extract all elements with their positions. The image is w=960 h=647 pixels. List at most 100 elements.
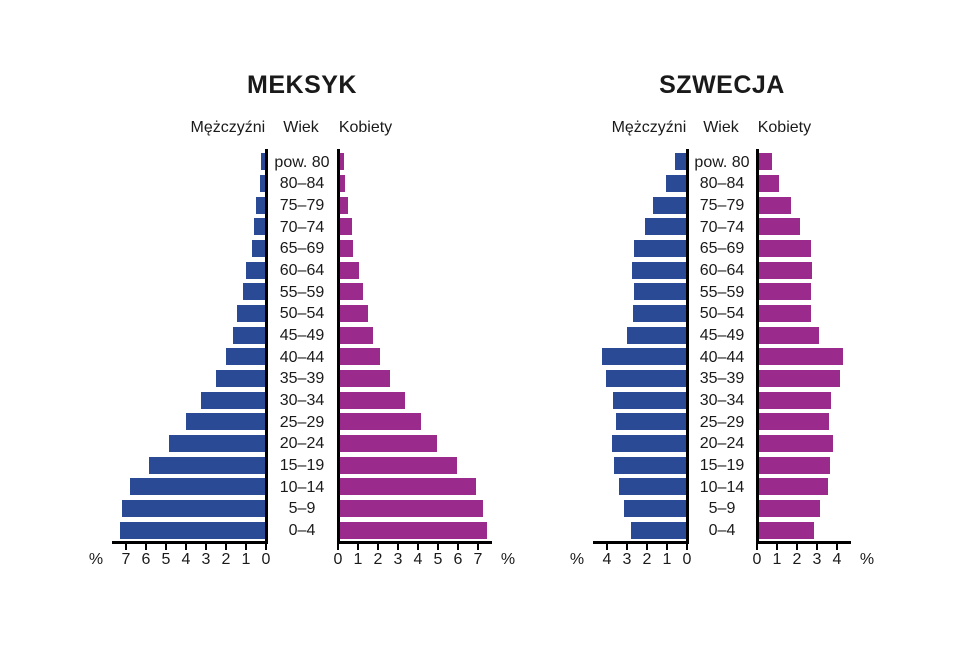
age-group-label: 60–64 [279,261,325,279]
male-axis-tick [646,544,648,550]
bar-female-65–69 [338,238,354,259]
bar-female-pow. 80 [757,152,773,172]
pyramid-plot-mexico: pow. 80 80–84 75–79 70–74 65–69 60–64 55–59 50–… [89,149,515,576]
bar-female-15–19 [338,455,458,475]
male-baseline-axis [593,541,689,544]
bar-female-15–19 [757,455,831,475]
age-group-label: 50–54 [699,305,745,323]
female-zero-axis [336,149,340,543]
female-axis-tick-label: 4 [413,551,423,568]
bar-male-60–64 [631,260,687,280]
female-axis-tick-label: 2 [373,551,383,568]
female-axis-tick [796,544,798,550]
male-axis-tick-label: 4 [181,551,191,568]
age-group-label: 0–4 [708,521,736,539]
bar-female-20–24 [757,433,834,454]
male-axis-tick [205,544,207,550]
bar-male-15–19 [148,455,266,475]
male-axis-tick-label: 1 [241,551,251,568]
bar-female-10–14 [338,477,477,497]
bar-male-75–79 [652,195,687,215]
bar-female-50–54 [338,303,369,324]
bar-female-45–49 [757,325,820,345]
bar-female-20–24 [338,433,438,454]
age-group-label: 80–84 [279,175,325,193]
bar-female-5–9 [338,498,484,519]
female-axis-tick [357,544,359,550]
age-group-label: pow. 80 [694,153,750,171]
female-axis-tick-label: 3 [393,551,403,568]
female-percent-symbol: % [500,551,516,568]
chart-title-sweden: SZWECJA [659,71,785,99]
bar-female-60–64 [338,260,360,280]
bar-male-80–84 [665,173,687,194]
bar-female-5–9 [757,498,821,519]
pyramid-plot-sweden: pow. 80 80–84 75–79 70–74 65–69 60–64 55–59 50–… [570,149,874,576]
bar-male-65–69 [633,238,687,259]
female-axis-tick [417,544,419,550]
male-axis-tick-label: 2 [221,551,231,568]
female-axis-tick-label: 1 [353,551,363,568]
column-headers-sweden: Mężczyźni Wiek Kobiety [593,118,851,138]
female-axis-tick [756,544,758,550]
female-column-label: Kobiety [757,119,812,136]
male-axis-tick [145,544,147,550]
age-group-label: 50–54 [279,305,325,323]
age-group-label: 5–9 [288,500,316,518]
female-axis-tick [437,544,439,550]
age-group-label: 45–49 [279,326,325,344]
male-axis-tick-label: 3 [622,551,632,568]
bar-male-35–39 [605,368,687,389]
age-group-label: 70–74 [279,218,325,236]
bar-male-40–44 [225,347,266,367]
bar-male-70–74 [644,217,687,237]
bar-male-40–44 [601,347,687,367]
chart-title-mexico: MEKSYK [247,71,357,99]
age-group-label: 65–69 [699,240,745,258]
age-group-label: 0–4 [288,521,316,539]
age-group-label: 15–19 [699,456,745,474]
bar-male-0–4 [630,520,687,540]
bar-male-45–49 [626,325,687,345]
female-axis-tick [477,544,479,550]
female-baseline-axis [755,541,851,544]
age-group-label: 20–24 [279,435,325,453]
bar-female-55–59 [757,282,812,302]
age-group-label: 40–44 [699,348,745,366]
bar-male-20–24 [168,433,266,454]
age-group-label: 80–84 [699,175,745,193]
male-axis-tick [265,544,267,550]
column-headers-mexico: Mężczyźni Wiek Kobiety [112,118,492,138]
age-group-label: 65–69 [279,240,325,258]
bar-male-25–29 [185,412,266,432]
bar-female-65–69 [757,238,812,259]
age-group-label: 5–9 [708,500,736,518]
age-group-label: 40–44 [279,348,325,366]
bar-male-30–34 [200,390,266,410]
male-axis-tick-label: 4 [602,551,612,568]
female-axis-tick-label: 5 [433,551,443,568]
female-axis-tick [457,544,459,550]
male-axis-tick-label: 1 [662,551,672,568]
male-axis-tick-label: 7 [121,551,131,568]
female-percent-symbol: % [859,551,875,568]
bar-male-60–64 [245,260,266,280]
male-axis-tick-label: 6 [141,551,151,568]
bar-female-35–39 [757,368,841,389]
age-group-label: 25–29 [699,413,745,431]
bar-female-45–49 [338,325,374,345]
male-zero-axis [264,149,268,543]
male-axis-tick-label: 5 [161,551,171,568]
bar-female-70–74 [757,217,801,237]
bar-male-0–4 [119,520,266,540]
male-axis-tick [686,544,688,550]
male-axis-tick [245,544,247,550]
female-axis-tick-label: 4 [832,551,842,568]
male-axis-tick [225,544,227,550]
age-group-label: 45–49 [699,326,745,344]
age-column-label: Wiek [703,119,739,136]
bar-female-75–79 [757,195,792,215]
bar-female-55–59 [338,282,364,302]
male-axis-tick [666,544,668,550]
